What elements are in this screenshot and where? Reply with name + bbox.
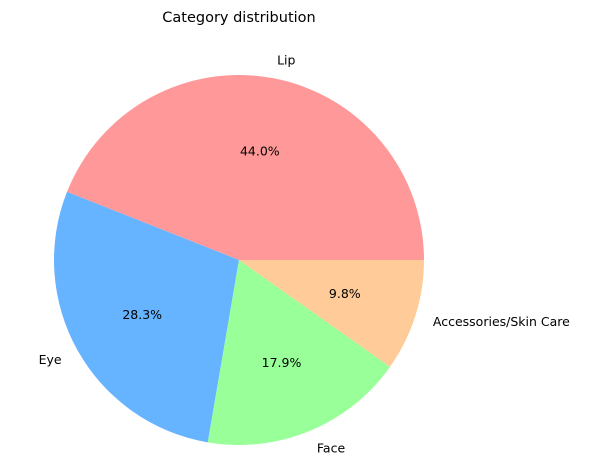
category-label-lip: Lip <box>277 53 295 68</box>
category-label-accessories-skin-care: Accessories/Skin Care <box>433 314 570 329</box>
chart-title: Category distribution <box>162 10 315 26</box>
percent-label-accessories-skin-care: 9.8% <box>329 286 361 301</box>
category-label-face: Face <box>317 441 346 456</box>
category-labels: Lip Eye Face Accessories/Skin Care <box>39 53 571 456</box>
percent-labels: 44.0% 28.3% 17.9% 9.8% <box>122 144 360 371</box>
percent-label-face: 17.9% <box>262 355 302 370</box>
percent-label-eye: 28.3% <box>122 307 162 322</box>
pie-slice-lip <box>66 74 425 260</box>
percent-label-lip: 44.0% <box>240 144 280 159</box>
category-label-eye: Eye <box>39 352 62 367</box>
pie-slice-accessories-skin-care <box>239 260 424 367</box>
pie-slice-face <box>207 260 391 445</box>
pie-slice-eye <box>54 191 239 443</box>
pie-slices <box>54 74 425 445</box>
